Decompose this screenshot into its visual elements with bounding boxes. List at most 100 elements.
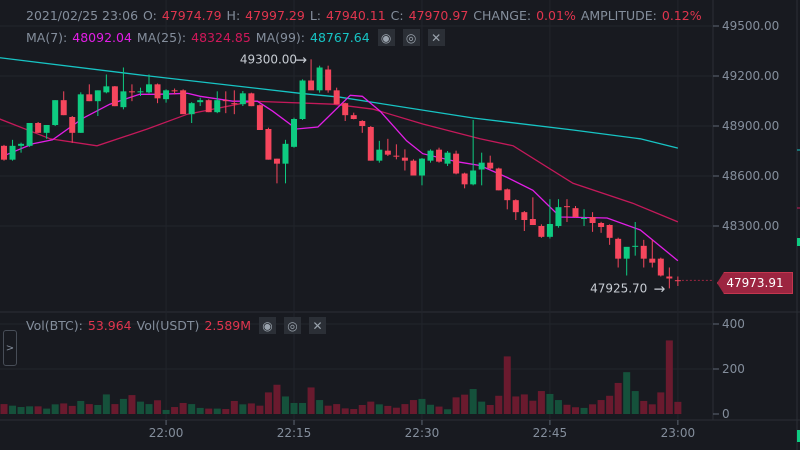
- candle: [640, 239, 647, 268]
- axes: 49500.00 49200.00 48900.00 48600.00 48300.00…: [149, 19, 779, 440]
- eye-icon[interactable]: ◉: [377, 29, 395, 46]
- candle: [171, 88, 178, 95]
- volume-bar: [589, 404, 597, 414]
- candle-body: [606, 225, 613, 238]
- candle: [239, 91, 246, 106]
- ma99-value: 48767.64: [310, 30, 370, 45]
- volume-bar: [119, 398, 127, 414]
- candle: [401, 149, 408, 171]
- candle: [504, 188, 511, 210]
- candle: [282, 139, 289, 184]
- candle: [529, 197, 536, 225]
- volume-bar: [375, 404, 383, 414]
- volume-bar: [239, 404, 247, 414]
- ma7-line: [3, 92, 679, 262]
- volume-tick-label: 400: [722, 317, 745, 331]
- volume-bar: [546, 393, 554, 414]
- candle-body: [120, 91, 127, 108]
- candle-body: [521, 212, 528, 220]
- volume-legend: Vol(BTC): 53.964 Vol(USDT) 2.589M ◉ ◎ ✕: [26, 317, 327, 334]
- candle-body: [657, 258, 664, 276]
- candle: [188, 102, 195, 123]
- candles: [1, 59, 681, 289]
- volume-bar: [614, 382, 622, 414]
- volume-bar: [572, 407, 580, 414]
- volume-bar: [222, 409, 230, 414]
- candle: [563, 199, 570, 222]
- volume-bar: [179, 402, 187, 414]
- vol-usdt-label: Vol(USDT): [136, 318, 200, 333]
- price-tick-label: 48600.00: [722, 169, 779, 183]
- candle-body: [632, 245, 639, 247]
- candle-body: [495, 168, 502, 191]
- volume-bar: [503, 356, 511, 414]
- adjacent-panel-mark: [797, 430, 800, 442]
- volume-bar: [51, 404, 59, 414]
- current-price-tag: 47973.91: [717, 272, 793, 294]
- volume-bar: [418, 398, 426, 414]
- volume-bar: [94, 405, 102, 414]
- price-tick-label: 48300.00: [722, 219, 779, 233]
- change-label: CHANGE:: [473, 8, 532, 23]
- volume-bar: [281, 396, 289, 414]
- candle: [657, 257, 664, 277]
- volume-bar: [580, 407, 588, 414]
- candle-body: [26, 123, 33, 146]
- volume-bar: [171, 407, 179, 414]
- candle-body: [572, 208, 579, 217]
- volume-bar: [631, 391, 639, 414]
- volume-bar: [213, 408, 221, 414]
- candle: [521, 211, 528, 231]
- candle-body: [461, 173, 468, 185]
- volume-tick-label: 200: [722, 362, 745, 376]
- settings-icon[interactable]: ◎: [402, 29, 420, 46]
- expand-panel-button[interactable]: >: [3, 330, 17, 366]
- candle: [495, 167, 502, 191]
- volume-bar: [623, 372, 631, 414]
- volume-bar: [597, 400, 605, 414]
- volume-bars: [0, 340, 682, 414]
- candle: [598, 221, 605, 233]
- candle: [256, 104, 263, 130]
- close-icon[interactable]: ✕: [427, 29, 445, 46]
- settings-icon[interactable]: ◎: [284, 317, 302, 334]
- candle-body: [205, 100, 212, 113]
- volume-bar: [9, 405, 17, 414]
- candle: [555, 199, 562, 228]
- candle: [333, 87, 340, 105]
- time-tick-label: 22:15: [277, 426, 312, 440]
- time-tick-label: 22:45: [533, 426, 568, 440]
- candle: [137, 87, 144, 96]
- eye-icon[interactable]: ◉: [259, 317, 277, 334]
- volume-bar: [196, 407, 204, 414]
- candle-body: [214, 100, 221, 113]
- candle: [418, 158, 425, 186]
- volume-bar: [392, 407, 400, 414]
- close-icon[interactable]: ✕: [309, 317, 327, 334]
- time-tick-label: 22:00: [149, 426, 184, 440]
- candle: [94, 90, 101, 116]
- candle-body: [111, 86, 118, 107]
- candle: [649, 239, 656, 268]
- high-value: 47997.29: [245, 8, 305, 23]
- low-value: 47940.11: [326, 8, 386, 23]
- time-tick-label: 23:00: [661, 426, 696, 440]
- candle: [589, 212, 596, 232]
- candle-body: [453, 153, 460, 174]
- candle: [205, 99, 212, 113]
- volume-bar: [68, 405, 76, 414]
- candle-body: [69, 117, 76, 133]
- volume-bar: [529, 400, 537, 414]
- candle: [572, 206, 579, 218]
- candle: [470, 120, 477, 186]
- candle: [308, 59, 315, 91]
- volume-bar: [188, 404, 196, 414]
- candle-body: [546, 224, 553, 237]
- candle: [384, 138, 391, 156]
- candle: [120, 67, 127, 110]
- volume-bar: [0, 404, 8, 414]
- candle-body: [436, 149, 443, 162]
- candle: [674, 276, 681, 286]
